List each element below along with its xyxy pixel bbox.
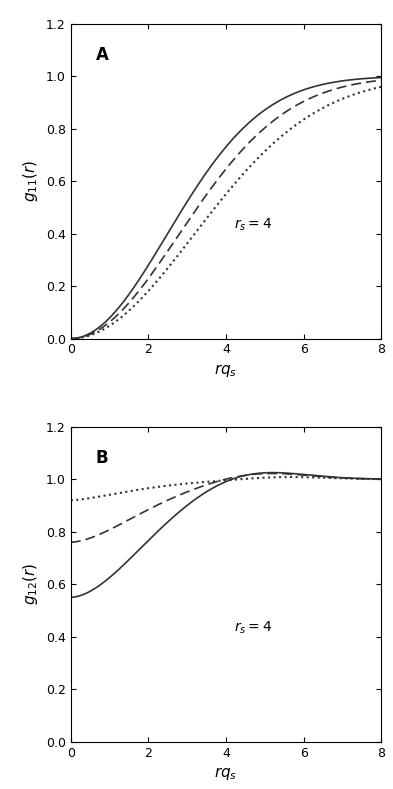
X-axis label: $rq_s$: $rq_s$ bbox=[214, 765, 238, 782]
Y-axis label: $g_{11}(r)$: $g_{11}(r)$ bbox=[21, 160, 40, 203]
X-axis label: $rq_s$: $rq_s$ bbox=[214, 362, 238, 379]
Text: A: A bbox=[95, 46, 108, 64]
Text: B: B bbox=[95, 449, 108, 467]
Text: $r_s=4$: $r_s=4$ bbox=[234, 619, 272, 636]
Text: $r_s=4$: $r_s=4$ bbox=[234, 216, 272, 233]
Y-axis label: $g_{12}(r)$: $g_{12}(r)$ bbox=[21, 563, 40, 605]
